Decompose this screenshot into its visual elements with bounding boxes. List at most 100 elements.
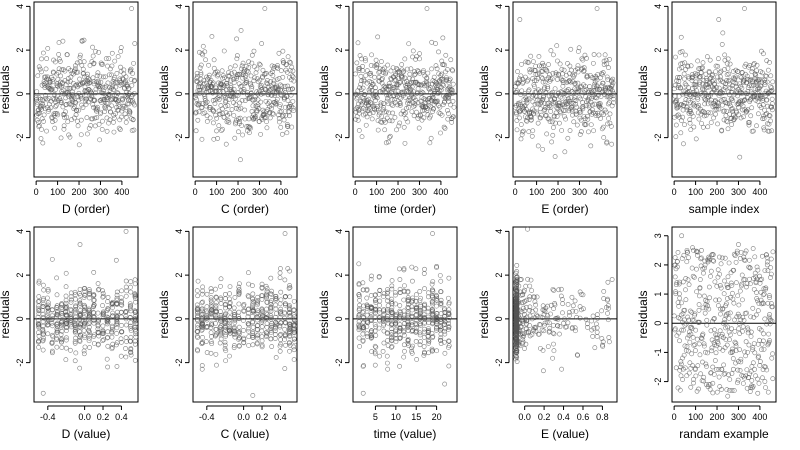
data-point — [132, 102, 137, 108]
data-point — [131, 91, 137, 97]
x-tick-label: 400 — [752, 412, 767, 422]
data-point — [736, 112, 742, 118]
plot-frame — [33, 226, 139, 403]
data-point — [609, 103, 615, 109]
data-point — [284, 122, 290, 127]
data-point — [64, 335, 69, 341]
data-point — [536, 54, 542, 59]
data-point — [552, 96, 558, 102]
x-axis-label: time (order) — [374, 202, 436, 216]
data-point — [268, 330, 274, 335]
data-point — [686, 89, 692, 94]
data-point — [526, 87, 532, 93]
data-point — [580, 57, 586, 63]
plot-frame — [33, 1, 139, 178]
data-point — [553, 100, 558, 106]
data-point — [100, 312, 106, 317]
data-point — [128, 308, 134, 314]
data-point — [132, 291, 138, 297]
data-point — [219, 106, 225, 112]
data-point — [132, 281, 138, 287]
x-tick-label: 5 — [373, 412, 378, 422]
data-point — [197, 100, 202, 106]
data-point — [725, 119, 730, 125]
data-point — [392, 115, 398, 120]
data-point — [197, 65, 203, 71]
data-point — [248, 90, 254, 96]
data-point — [95, 70, 101, 76]
data-point — [131, 78, 137, 84]
data-point — [514, 127, 520, 133]
data-point — [130, 98, 136, 104]
data-point — [691, 124, 697, 130]
data-point — [380, 76, 385, 81]
data-point — [116, 101, 122, 107]
data-point — [287, 348, 292, 354]
data-point — [42, 92, 48, 98]
data-point — [132, 358, 138, 363]
x-axis-label: sample index — [689, 202, 760, 216]
data-point — [699, 121, 704, 126]
data-point — [252, 94, 258, 100]
data-point — [227, 284, 233, 289]
data-point — [601, 62, 607, 67]
x-axis-label: D (order) — [62, 202, 110, 216]
data-point — [252, 75, 257, 81]
data-point — [81, 302, 87, 308]
data-point — [418, 113, 423, 118]
data-point — [258, 91, 264, 97]
data-point — [51, 70, 56, 76]
data-point — [255, 79, 261, 85]
data-point — [210, 120, 216, 126]
data-point — [686, 110, 692, 116]
data-point — [122, 111, 128, 117]
data-point — [563, 72, 569, 78]
data-point — [682, 100, 688, 106]
data-point — [767, 60, 772, 65]
data-point — [98, 98, 103, 103]
data-point — [769, 85, 775, 91]
data-point — [376, 112, 382, 118]
data-point — [561, 80, 566, 85]
data-point — [114, 295, 120, 301]
data-point — [200, 288, 206, 294]
x-tick-label: 400 — [433, 187, 448, 197]
data-point — [725, 66, 731, 71]
data-point — [81, 59, 87, 65]
data-point — [590, 107, 595, 113]
data-point — [132, 316, 138, 322]
data-point — [440, 102, 446, 108]
data-point — [104, 356, 110, 362]
data-point — [513, 110, 519, 116]
data-point — [448, 90, 454, 96]
data-point — [82, 335, 88, 341]
data-point — [429, 81, 435, 87]
data-point — [596, 52, 602, 58]
data-point — [232, 75, 237, 81]
data-point — [82, 333, 87, 339]
data-point — [130, 71, 135, 76]
data-point — [355, 94, 360, 100]
data-point — [120, 103, 126, 109]
x-tick-label: 100 — [688, 187, 703, 197]
data-point — [766, 128, 772, 134]
data-point — [203, 57, 208, 63]
data-point — [672, 82, 678, 88]
data-point — [240, 90, 246, 95]
data-point — [40, 347, 46, 353]
data-point — [737, 99, 742, 105]
data-point — [86, 295, 92, 301]
y-tick-label: 0 — [174, 316, 184, 321]
data-point — [586, 89, 592, 95]
data-point — [417, 51, 422, 57]
data-point — [202, 110, 208, 116]
data-point — [68, 318, 73, 324]
data-point — [687, 108, 692, 114]
data-point — [529, 133, 535, 139]
data-point — [702, 90, 708, 96]
data-point — [132, 318, 138, 324]
data-point — [681, 141, 686, 147]
data-point — [54, 71, 60, 77]
data-point — [40, 337, 46, 343]
